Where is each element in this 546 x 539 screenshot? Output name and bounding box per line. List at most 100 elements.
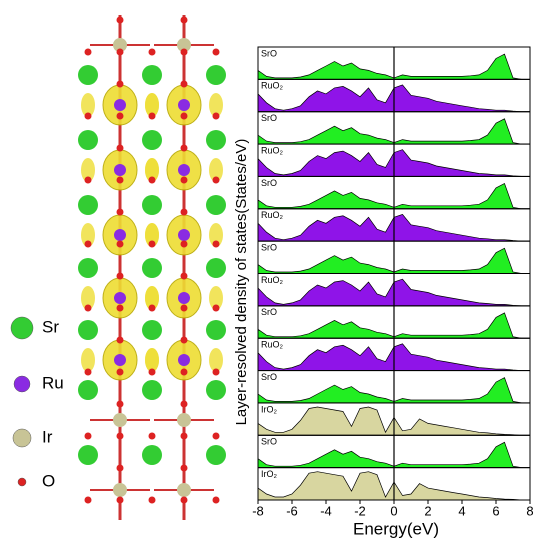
o-atom <box>148 304 156 312</box>
y-axis-label: Layer-resolved density of states(States/… <box>233 139 250 426</box>
ru-atom <box>114 354 126 366</box>
o-atom <box>84 496 92 504</box>
sr-atom <box>78 195 98 215</box>
o-atom <box>180 176 188 184</box>
ru-atom <box>178 229 190 241</box>
sr-atom <box>142 130 162 150</box>
o-atom <box>180 336 188 344</box>
o-atom <box>116 272 124 280</box>
sr-atom <box>206 380 226 400</box>
o-atom <box>84 368 92 376</box>
sr-atom <box>206 65 226 85</box>
sr-atom <box>78 445 98 465</box>
ru-atom <box>178 99 190 111</box>
ru-atom <box>178 164 190 176</box>
sr-atom <box>142 65 162 85</box>
charge-density <box>145 93 159 117</box>
sr-atom <box>78 380 98 400</box>
o-atom <box>212 240 220 248</box>
o-atom <box>116 496 124 504</box>
panel-label: SrO <box>261 48 277 58</box>
x-axis-label: Energy(eV) <box>353 519 439 538</box>
o-atom <box>212 304 220 312</box>
o-atom <box>148 176 156 184</box>
o-atom <box>116 16 124 24</box>
o-atom <box>116 176 124 184</box>
legend-marker <box>13 375 31 393</box>
o-atom <box>180 400 188 408</box>
sr-atom <box>142 258 162 278</box>
charge-density <box>81 93 95 117</box>
o-atom <box>212 496 220 504</box>
x-tick-label: 6 <box>492 503 499 518</box>
sr-atom <box>142 195 162 215</box>
o-atom <box>84 112 92 120</box>
o-atom <box>148 112 156 120</box>
legend-marker <box>12 428 32 448</box>
legend-marker <box>10 316 34 340</box>
charge-density <box>209 223 223 247</box>
charge-density <box>145 286 159 310</box>
o-atom <box>116 112 124 120</box>
sr-atom <box>78 258 98 278</box>
ru-atom <box>178 354 190 366</box>
dos-area <box>257 53 531 80</box>
dos-area <box>257 312 531 339</box>
panel-label: RuO₂ <box>261 340 284 350</box>
sr-atom <box>78 320 98 340</box>
charge-density <box>209 348 223 372</box>
o-atom <box>212 368 220 376</box>
o-atom <box>180 368 188 376</box>
o-atom <box>116 240 124 248</box>
o-atom <box>180 272 188 280</box>
panel-label: SrO <box>261 113 277 123</box>
o-atom <box>180 112 188 120</box>
charge-density <box>209 286 223 310</box>
o-atom <box>148 240 156 248</box>
o-atom <box>148 48 156 56</box>
charge-density <box>145 223 159 247</box>
charge-density <box>145 348 159 372</box>
o-atom <box>116 336 124 344</box>
dos-area <box>257 441 531 468</box>
sr-atom <box>78 130 98 150</box>
sr-atom <box>142 320 162 340</box>
sr-atom <box>206 320 226 340</box>
o-atom <box>116 368 124 376</box>
dos-area <box>257 377 531 404</box>
o-atom <box>212 432 220 440</box>
o-atom <box>116 208 124 216</box>
charge-density <box>81 348 95 372</box>
panel-label: SrO <box>261 178 277 188</box>
o-atom <box>180 80 188 88</box>
o-atom <box>84 304 92 312</box>
o-atom <box>84 432 92 440</box>
o-atom <box>148 432 156 440</box>
ir-atom <box>113 38 127 52</box>
dos-area <box>257 183 531 210</box>
legend-marker <box>17 477 27 487</box>
legend-label: O <box>42 471 55 490</box>
charge-density <box>81 158 95 182</box>
panel-label: IrO₂ <box>261 469 277 479</box>
sr-atom <box>142 380 162 400</box>
panel-label: RuO₂ <box>261 210 284 220</box>
ru-atom <box>114 292 126 304</box>
legend-label: Ru <box>42 373 64 392</box>
o-atom <box>180 432 188 440</box>
charge-density <box>81 223 95 247</box>
o-atom <box>180 16 188 24</box>
o-atom <box>116 48 124 56</box>
sr-atom <box>206 445 226 465</box>
x-tick-label: -2 <box>354 503 366 518</box>
legend-label: Ir <box>42 427 53 446</box>
ru-atom <box>114 99 126 111</box>
ir-atom <box>113 413 127 427</box>
o-atom <box>212 48 220 56</box>
ir-atom <box>177 483 191 497</box>
panel-label: RuO₂ <box>261 81 284 91</box>
x-tick-label: -6 <box>286 503 298 518</box>
o-atom <box>84 48 92 56</box>
x-tick-label: 4 <box>458 503 465 518</box>
